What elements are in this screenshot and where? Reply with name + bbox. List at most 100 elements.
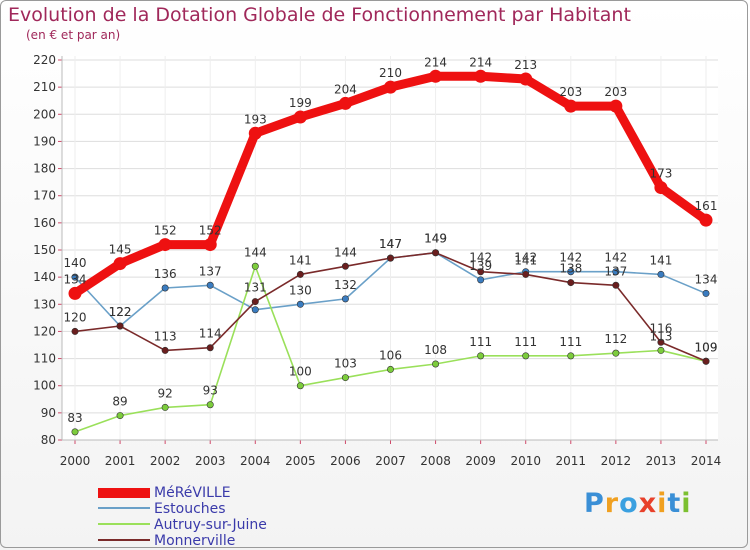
- x-tick-label: 2012: [601, 454, 632, 468]
- data-label-m-r-ville: 204: [334, 82, 357, 96]
- data-point-m-r-ville: [609, 99, 623, 113]
- data-label-autruy-sur-juine: 111: [514, 335, 537, 349]
- data-label-monnerville: 149: [424, 232, 447, 246]
- logo-letter: x: [638, 488, 658, 519]
- data-label-autruy-sur-juine: 109: [695, 340, 718, 354]
- data-label-monnerville: 114: [199, 327, 222, 341]
- data-point-monnerville: [432, 249, 440, 257]
- data-point-monnerville: [522, 270, 530, 278]
- x-tick-label: 2009: [465, 454, 496, 468]
- y-tick-label: 90: [41, 406, 56, 420]
- logo-letter: P: [584, 488, 605, 519]
- data-point-estouches: [477, 276, 485, 284]
- x-tick-label: 2002: [150, 454, 181, 468]
- data-point-m-r-ville: [429, 69, 443, 83]
- data-label-monnerville: 116: [649, 321, 672, 335]
- data-point-estouches: [702, 289, 710, 297]
- chart-title: Evolution de la Dotation Globale de Fonc…: [8, 4, 631, 26]
- x-tick-label: 2003: [195, 454, 226, 468]
- data-point-autruy-sur-juine: [71, 428, 79, 436]
- data-label-estouches: 147: [379, 237, 402, 251]
- data-point-m-r-ville: [564, 99, 578, 113]
- data-label-estouches: 132: [334, 278, 357, 292]
- legend-swatch-monnerville: [98, 539, 150, 541]
- x-tick-label: 2004: [240, 454, 271, 468]
- y-tick-label: 130: [33, 297, 56, 311]
- data-label-autruy-sur-juine: 106: [379, 348, 402, 362]
- data-point-autruy-sur-juine: [341, 374, 349, 382]
- data-point-monnerville: [206, 344, 214, 352]
- data-point-monnerville: [296, 270, 304, 278]
- data-point-m-r-ville: [293, 110, 307, 124]
- y-tick-label: 120: [33, 324, 56, 338]
- data-label-autruy-sur-juine: 108: [424, 343, 447, 357]
- data-label-autruy-sur-juine: 144: [244, 245, 267, 259]
- data-label-m-r-ville: 145: [109, 243, 132, 257]
- y-tick-label: 170: [33, 189, 56, 203]
- data-label-autruy-sur-juine: 92: [158, 386, 173, 400]
- data-point-autruy-sur-juine: [161, 403, 169, 411]
- x-tick-label: 2001: [105, 454, 136, 468]
- data-label-m-r-ville: 199: [289, 96, 312, 110]
- data-point-estouches: [341, 295, 349, 303]
- y-tick-label: 140: [33, 270, 56, 284]
- data-label-m-r-ville: 213: [514, 58, 537, 72]
- data-point-monnerville: [251, 298, 259, 306]
- data-label-estouches: 134: [695, 272, 718, 286]
- data-label-m-r-ville: 193: [244, 112, 267, 126]
- data-label-monnerville: 131: [244, 281, 267, 295]
- data-point-estouches: [612, 268, 620, 276]
- data-label-m-r-ville: 203: [604, 85, 627, 99]
- data-point-monnerville: [116, 322, 124, 330]
- data-label-monnerville: 120: [64, 310, 87, 324]
- data-point-estouches: [657, 270, 665, 278]
- data-label-autruy-sur-juine: 83: [67, 411, 82, 425]
- data-label-estouches: 149: [424, 232, 447, 246]
- data-label-m-r-ville: 152: [154, 224, 177, 238]
- x-tick-label: 2005: [285, 454, 316, 468]
- data-point-m-r-ville: [203, 238, 217, 252]
- logo-letter: r: [604, 488, 620, 519]
- data-point-m-r-ville: [699, 213, 713, 227]
- data-label-monnerville: 109: [695, 340, 718, 354]
- chart-subtitle: (en € et par an): [26, 28, 121, 42]
- legend-label-autruy: Autruy-sur-Juine: [154, 517, 267, 533]
- data-point-autruy-sur-juine: [206, 401, 214, 409]
- data-point-autruy-sur-juine: [116, 412, 124, 420]
- data-label-monnerville: 138: [559, 262, 582, 276]
- data-label-autruy-sur-juine: 100: [289, 365, 312, 379]
- y-tick-label: 200: [33, 107, 56, 121]
- y-tick-label: 180: [33, 162, 56, 176]
- x-tick-label: 2010: [510, 454, 541, 468]
- data-label-m-r-ville: 161: [695, 199, 718, 213]
- logo-letter: i: [657, 488, 668, 519]
- x-tick-label: 2011: [556, 454, 587, 468]
- data-label-autruy-sur-juine: 103: [334, 357, 357, 371]
- data-label-monnerville: 141: [514, 253, 537, 267]
- data-point-monnerville: [702, 357, 710, 365]
- y-tick-label: 220: [33, 53, 56, 67]
- data-label-estouches: 141: [649, 253, 672, 267]
- y-tick-label: 150: [33, 243, 56, 257]
- logo-letter: t: [667, 488, 682, 519]
- data-point-autruy-sur-juine: [657, 346, 665, 354]
- data-point-autruy-sur-juine: [477, 352, 485, 360]
- proxiti-logo: Proxiti: [584, 488, 692, 519]
- legend-swatch-autruy: [98, 523, 150, 525]
- data-point-autruy-sur-juine: [522, 352, 530, 360]
- data-point-m-r-ville: [384, 80, 397, 94]
- data-label-monnerville: 147: [379, 237, 402, 251]
- data-point-autruy-sur-juine: [296, 382, 304, 390]
- data-label-estouches: 142: [559, 251, 582, 265]
- y-tick-label: 100: [33, 379, 56, 393]
- data-label-monnerville: 137: [604, 264, 627, 278]
- y-tick-label: 160: [33, 216, 56, 230]
- data-label-estouches: 130: [289, 283, 312, 297]
- x-tick-label: 2007: [375, 454, 406, 468]
- data-point-monnerville: [341, 262, 349, 270]
- data-point-m-r-ville: [248, 126, 262, 140]
- data-point-m-r-ville: [654, 181, 668, 195]
- data-label-monnerville: 144: [334, 245, 357, 259]
- data-label-m-r-ville: 203: [559, 85, 582, 99]
- data-label-monnerville: 142: [469, 251, 492, 265]
